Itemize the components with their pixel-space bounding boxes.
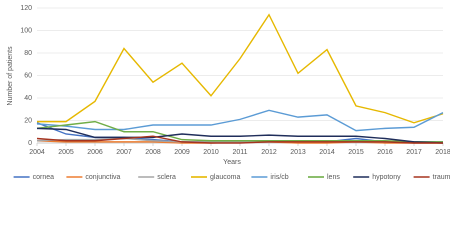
y-tick-label: 0	[28, 140, 32, 147]
y-tick-label: 60	[24, 72, 32, 79]
y-tick-label: 120	[20, 5, 32, 12]
legend-label: trauma	[433, 174, 450, 181]
x-tick-label: 2010	[203, 149, 219, 156]
x-tick-label: 2004	[29, 149, 45, 156]
y-tick-label: 20	[24, 117, 32, 124]
series-line	[36, 127, 444, 144]
x-tick-label: 2012	[261, 149, 277, 156]
legend-label: hypotony	[372, 174, 401, 181]
series-line	[37, 13, 444, 124]
legend-label: conjunctiva	[85, 174, 120, 181]
x-tick-label: 2011	[232, 149, 247, 156]
y-tick-label: 80	[24, 50, 32, 57]
y-tick-label: 100	[20, 27, 32, 34]
legend-label: glaucoma	[210, 174, 240, 181]
y-axis-title: Number of patients	[7, 46, 14, 106]
x-axis-title: Years	[223, 159, 241, 166]
page: {"chart_data": {"type": "line", "x_label…	[6, 4, 450, 181]
y-tick-label: 40	[24, 95, 32, 102]
legend-label: lens	[327, 174, 340, 181]
x-tick-label: 2013	[290, 149, 306, 156]
legend-label: iris/cb	[270, 174, 288, 181]
x-tick-label: 2008	[145, 149, 161, 156]
x-tick-label: 2017	[406, 149, 422, 156]
series-line	[36, 120, 443, 143]
x-tick-label: 2005	[58, 149, 74, 156]
x-tick-label: 2009	[174, 149, 190, 156]
legend-label: sclera	[157, 174, 176, 181]
x-tick-label: 2015	[348, 149, 364, 156]
series-line	[36, 109, 444, 132]
x-tick-label: 2016	[377, 149, 393, 156]
x-tick-label: 2014	[319, 149, 335, 156]
legend-label: cornea	[33, 174, 55, 181]
x-tick-label: 2007	[116, 149, 132, 156]
chart: Years Number of patients 0 20 40 60 80 100 120…	[7, 5, 450, 181]
series-line	[36, 135, 443, 144]
x-tick-label: 2018	[435, 149, 450, 156]
x-tick-label: 2006	[87, 149, 103, 156]
